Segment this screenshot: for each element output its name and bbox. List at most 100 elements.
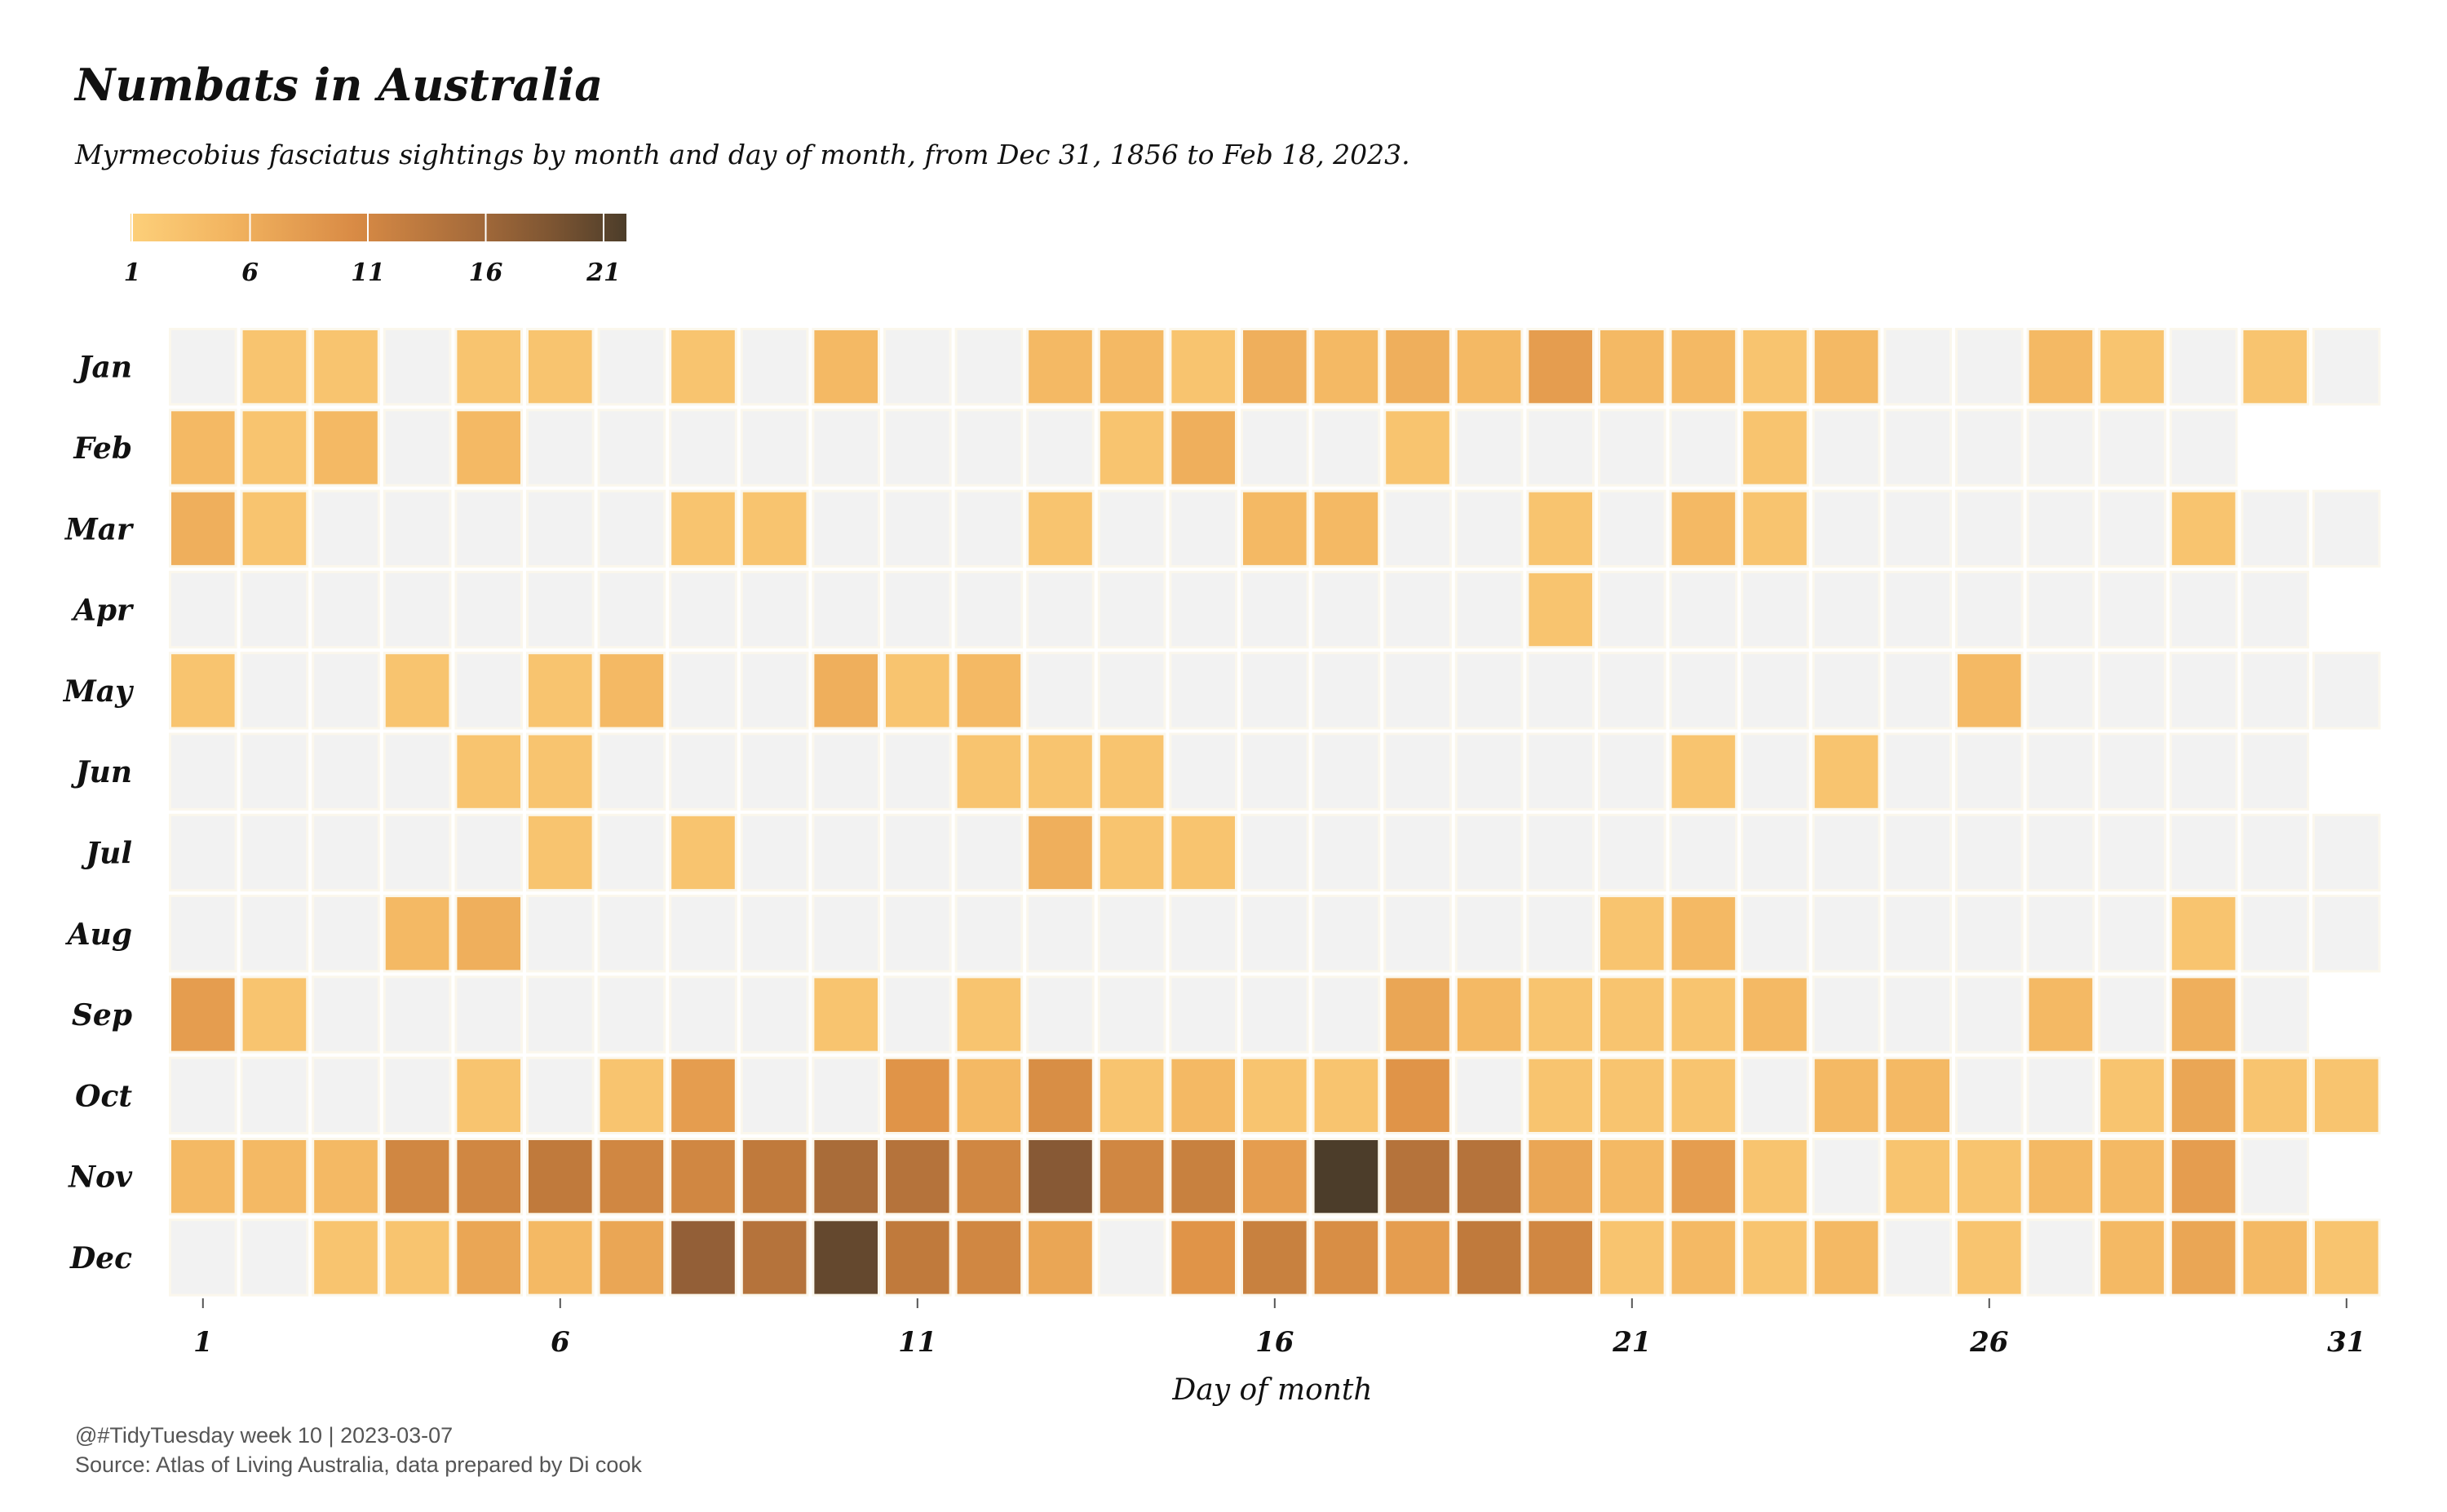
x-axis: 1 6 11 16 21 26 31 — [193, 1298, 2365, 1359]
heatmap-cell-feb-11 — [883, 409, 952, 487]
heatmap-cell-aug-9 — [740, 895, 809, 973]
caption-line-1: @#TidyTuesday week 10 | 2023-03-07 — [75, 1423, 454, 1448]
heatmap-cell-dec-5 — [454, 1218, 524, 1297]
heatmap-cell-may-27 — [2026, 652, 2095, 730]
heatmap-cell-jan-31 — [2312, 328, 2381, 406]
heatmap-cell-may-28 — [2098, 652, 2166, 730]
heatmap-cell-sep-20 — [1526, 975, 1595, 1054]
heatmap-cell-oct-15 — [1169, 1056, 1238, 1134]
heatmap-cell-oct-8 — [669, 1056, 737, 1134]
heatmap-cell-mar-24 — [1812, 489, 1881, 568]
x-tick-label-1: 1 — [193, 1326, 213, 1359]
heatmap-cell-sep-12 — [954, 975, 1024, 1054]
heatmap-cell-jun-30 — [2241, 732, 2309, 811]
heatmap-cell-nov-2 — [240, 1138, 309, 1216]
heatmap-cell-jan-20 — [1526, 328, 1595, 406]
heatmap-cell-aug-2 — [240, 895, 309, 973]
heatmap-cell-jul-19 — [1454, 813, 1524, 892]
heatmap-cell-sep-26 — [1955, 975, 2024, 1054]
heatmap-cell-apr-9 — [740, 570, 809, 649]
heatmap-cell-sep-27 — [2026, 975, 2095, 1054]
heatmap-cell-feb-21 — [1598, 409, 1666, 487]
heatmap-cell-apr-23 — [1741, 570, 1809, 649]
heatmap-cell-jan-28 — [2098, 328, 2166, 406]
heatmap-cell-jun-12 — [954, 732, 1024, 811]
month-label-dec: Dec — [69, 1241, 132, 1275]
x-tick-label-31: 31 — [2327, 1326, 2365, 1359]
heatmap-cell-apr-3 — [312, 570, 380, 649]
heatmap-cell-jul-26 — [1955, 813, 2024, 892]
heatmap-cell-apr-2 — [240, 570, 309, 649]
heatmap-cell-dec-13 — [1026, 1218, 1095, 1297]
legend-ticks: 1 6 11 16 21 — [124, 214, 621, 287]
heatmap-cell-oct-25 — [1883, 1056, 1952, 1134]
heatmap-cell-oct-17 — [1312, 1056, 1381, 1134]
heatmap-cell-aug-29 — [2169, 895, 2238, 973]
heatmap-cell-jun-23 — [1741, 732, 1809, 811]
heatmap-cell-dec-18 — [1383, 1218, 1452, 1297]
heatmap-cell-oct-30 — [2241, 1056, 2309, 1134]
heatmap-cell-aug-6 — [526, 895, 595, 973]
heatmap-cell-dec-21 — [1598, 1218, 1666, 1297]
heatmap-cell-jun-15 — [1169, 732, 1238, 811]
heatmap-cell-sep-19 — [1454, 975, 1524, 1054]
heatmap-cell-oct-4 — [383, 1056, 452, 1134]
heatmap-cell-feb-16 — [1241, 409, 1309, 487]
heatmap-cell-aug-7 — [597, 895, 666, 973]
heatmap-cell-jan-29 — [2169, 328, 2238, 406]
chart-title: Numbats in Australia — [75, 59, 604, 111]
legend-tick-label-21: 21 — [586, 259, 621, 287]
heatmap-cell-sep-5 — [454, 975, 524, 1054]
heatmap-cell-nov-10 — [812, 1138, 881, 1216]
heatmap-cell-jun-4 — [383, 732, 452, 811]
heatmap-cell-jul-13 — [1026, 813, 1095, 892]
heatmap-cell-jan-23 — [1741, 328, 1809, 406]
heatmap-cell-mar-22 — [1669, 489, 1738, 568]
heatmap-cell-apr-11 — [883, 570, 952, 649]
heatmap-cell-jul-25 — [1883, 813, 1952, 892]
heatmap-cell-jan-2 — [240, 328, 309, 406]
heatmap-cell-nov-17 — [1312, 1138, 1381, 1216]
heatmap-cell-jul-28 — [2098, 813, 2166, 892]
heatmap-cell-jan-1 — [169, 328, 237, 406]
heatmap-cell-nov-21 — [1598, 1138, 1666, 1216]
heatmap-cell-mar-27 — [2026, 489, 2095, 568]
heatmap-cell-nov-4 — [383, 1138, 452, 1216]
heatmap-cell-oct-1 — [169, 1056, 237, 1134]
heatmap-cell-mar-21 — [1598, 489, 1666, 568]
heatmap-cell-oct-7 — [597, 1056, 666, 1134]
heatmap-cell-mar-19 — [1454, 489, 1524, 568]
heatmap-cell-apr-16 — [1241, 570, 1309, 649]
heatmap-cell-dec-30 — [2241, 1218, 2309, 1297]
heatmap-cell-jan-13 — [1026, 328, 1095, 406]
heatmap-cell-nov-15 — [1169, 1138, 1238, 1216]
heatmap-cell-jun-19 — [1454, 732, 1524, 811]
heatmap-cell-oct-22 — [1669, 1056, 1738, 1134]
heatmap-cell-apr-14 — [1097, 570, 1166, 649]
x-tick-label-11: 11 — [898, 1326, 936, 1359]
heatmap-cell-apr-8 — [669, 570, 737, 649]
heatmap-cell-apr-26 — [1955, 570, 2024, 649]
heatmap-cell-oct-9 — [740, 1056, 809, 1134]
x-tick-label-6: 6 — [551, 1326, 570, 1359]
month-label-jul: Jul — [81, 836, 132, 870]
heatmap-cell-may-22 — [1669, 652, 1738, 730]
heatmap-cell-oct-6 — [526, 1056, 595, 1134]
heatmap-cell-jan-21 — [1598, 328, 1666, 406]
heatmap-cell-feb-4 — [383, 409, 452, 487]
heatmap-cell-apr-7 — [597, 570, 666, 649]
heatmap-cell-may-30 — [2241, 652, 2309, 730]
heatmap-cell-jun-7 — [597, 732, 666, 811]
heatmap-cell-jul-17 — [1312, 813, 1381, 892]
heatmap-cell-mar-23 — [1741, 489, 1809, 568]
heatmap-cell-dec-31 — [2312, 1218, 2381, 1297]
heatmap-cell-sep-18 — [1383, 975, 1452, 1054]
heatmap-cell-nov-12 — [954, 1138, 1024, 1216]
heatmap-cell-sep-6 — [526, 975, 595, 1054]
x-tick-label-21: 21 — [1612, 1326, 1651, 1359]
heatmap-cell-dec-1 — [169, 1218, 237, 1297]
heatmap-cell-may-16 — [1241, 652, 1309, 730]
heatmap-cell-jun-9 — [740, 732, 809, 811]
heatmap-tiles — [169, 328, 2381, 1297]
heatmap-cell-aug-19 — [1454, 895, 1524, 973]
